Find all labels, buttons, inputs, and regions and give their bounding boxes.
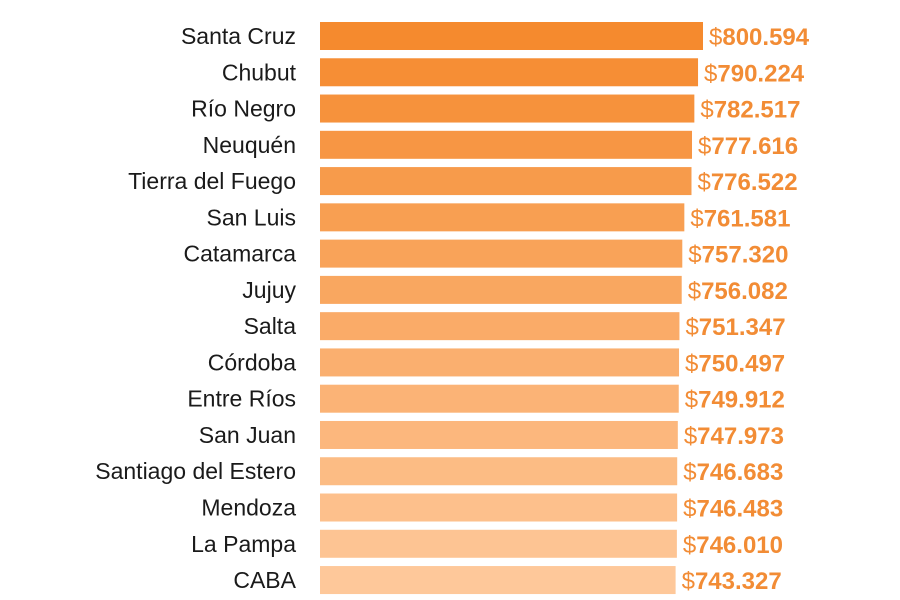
value-number: 761.581 xyxy=(704,205,791,232)
currency-symbol: $ xyxy=(709,24,722,51)
value-label: $756.082 xyxy=(688,278,788,305)
bar-row: CABA $743.327 xyxy=(233,566,782,595)
category-label: Mendoza xyxy=(201,495,296,521)
category-label: San Luis xyxy=(206,204,296,230)
value-number: 746.483 xyxy=(696,496,783,523)
value-label: $746.683 xyxy=(683,459,783,486)
bar-row: Río Negro $782.517 xyxy=(191,94,800,124)
value-label: $750.497 xyxy=(685,350,785,377)
currency-symbol: $ xyxy=(704,60,717,87)
category-label: Río Negro xyxy=(191,96,296,122)
value-label: $790.224 xyxy=(704,60,805,87)
currency-symbol: $ xyxy=(685,387,698,414)
value-label: $746.010 xyxy=(683,532,783,559)
currency-symbol: $ xyxy=(683,459,696,486)
value-number: 757.320 xyxy=(702,242,789,269)
value-number: 751.347 xyxy=(699,314,786,341)
currency-symbol: $ xyxy=(684,423,697,450)
value-number: 790.224 xyxy=(717,60,804,87)
bar-row: Neuquén $777.616 xyxy=(203,130,798,160)
value-number: 776.522 xyxy=(711,169,798,196)
category-label: Neuquén xyxy=(203,132,296,158)
value-number: 777.616 xyxy=(711,133,798,160)
currency-symbol: $ xyxy=(688,242,701,269)
value-number: 750.497 xyxy=(698,350,785,377)
category-label: Santa Cruz xyxy=(181,23,296,49)
bar xyxy=(320,420,678,449)
value-label: $800.594 xyxy=(709,24,810,51)
value-label: $782.517 xyxy=(700,97,800,124)
bar-row: Chubut $790.224 xyxy=(222,58,805,87)
value-label: $743.327 xyxy=(682,568,782,595)
value-number: 749.912 xyxy=(698,387,785,414)
value-label: $751.347 xyxy=(685,314,785,341)
value-number: 782.517 xyxy=(714,97,801,124)
category-label: Salta xyxy=(244,313,297,339)
bar xyxy=(320,312,680,341)
category-label: San Juan xyxy=(199,422,296,448)
bar xyxy=(320,167,692,196)
currency-symbol: $ xyxy=(682,568,695,595)
value-label: $747.973 xyxy=(684,423,784,450)
bar-row: Entre Ríos $749.912 xyxy=(187,384,785,414)
bar-row: Mendoza $746.483 xyxy=(201,493,783,523)
bar-row: Santiago del Estero $746.683 xyxy=(95,457,783,486)
currency-symbol: $ xyxy=(698,133,711,160)
currency-symbol: $ xyxy=(700,97,713,124)
bar xyxy=(320,130,693,159)
category-label: Chubut xyxy=(222,59,297,85)
bar-row: San Luis $761.581 xyxy=(206,203,790,232)
value-number: 746.010 xyxy=(696,532,783,559)
bar xyxy=(320,94,695,123)
category-label: La Pampa xyxy=(191,531,296,557)
bar xyxy=(320,493,678,522)
bar xyxy=(320,566,676,595)
currency-symbol: $ xyxy=(683,532,696,559)
bar-row: Santa Cruz $800.594 xyxy=(181,22,810,51)
bar-row: Jujuy $756.082 xyxy=(242,275,788,305)
currency-symbol: $ xyxy=(688,278,701,305)
category-label: Catamarca xyxy=(184,241,297,267)
category-label: Entre Ríos xyxy=(187,386,296,412)
currency-symbol: $ xyxy=(697,169,710,196)
bar xyxy=(320,275,682,304)
bar xyxy=(320,239,683,268)
value-number: 756.082 xyxy=(701,278,788,305)
value-label: $777.616 xyxy=(698,133,798,160)
value-number: 746.683 xyxy=(697,459,784,486)
bar xyxy=(320,529,677,558)
bar xyxy=(320,384,679,413)
bar-row: Salta $751.347 xyxy=(244,312,786,341)
category-label: Santiago del Estero xyxy=(95,458,296,484)
bar xyxy=(320,22,703,50)
category-label: Córdoba xyxy=(208,349,296,375)
value-label: $746.483 xyxy=(683,496,783,523)
value-label: $749.912 xyxy=(685,387,785,414)
category-label: Jujuy xyxy=(242,277,296,303)
bar xyxy=(320,348,680,377)
bar-row: Córdoba $750.497 xyxy=(208,348,785,377)
value-label: $757.320 xyxy=(688,242,788,269)
value-number: 747.973 xyxy=(697,423,784,450)
bar xyxy=(320,457,678,486)
bar-row: Catamarca $757.320 xyxy=(184,239,788,269)
bar-row: San Juan $747.973 xyxy=(199,420,784,450)
value-number: 743.327 xyxy=(695,568,782,595)
currency-symbol: $ xyxy=(690,205,703,232)
bar-row: La Pampa $746.010 xyxy=(191,529,783,559)
currency-symbol: $ xyxy=(685,314,698,341)
value-label: $761.581 xyxy=(690,205,790,232)
bar xyxy=(320,203,685,232)
bar-row: Tierra del Fuego $776.522 xyxy=(128,167,798,196)
value-number: 800.594 xyxy=(722,24,809,51)
category-label: Tierra del Fuego xyxy=(128,168,296,194)
currency-symbol: $ xyxy=(683,496,696,523)
bar xyxy=(320,58,699,87)
currency-symbol: $ xyxy=(685,350,698,377)
category-label: CABA xyxy=(233,567,296,593)
value-label: $776.522 xyxy=(697,169,797,196)
